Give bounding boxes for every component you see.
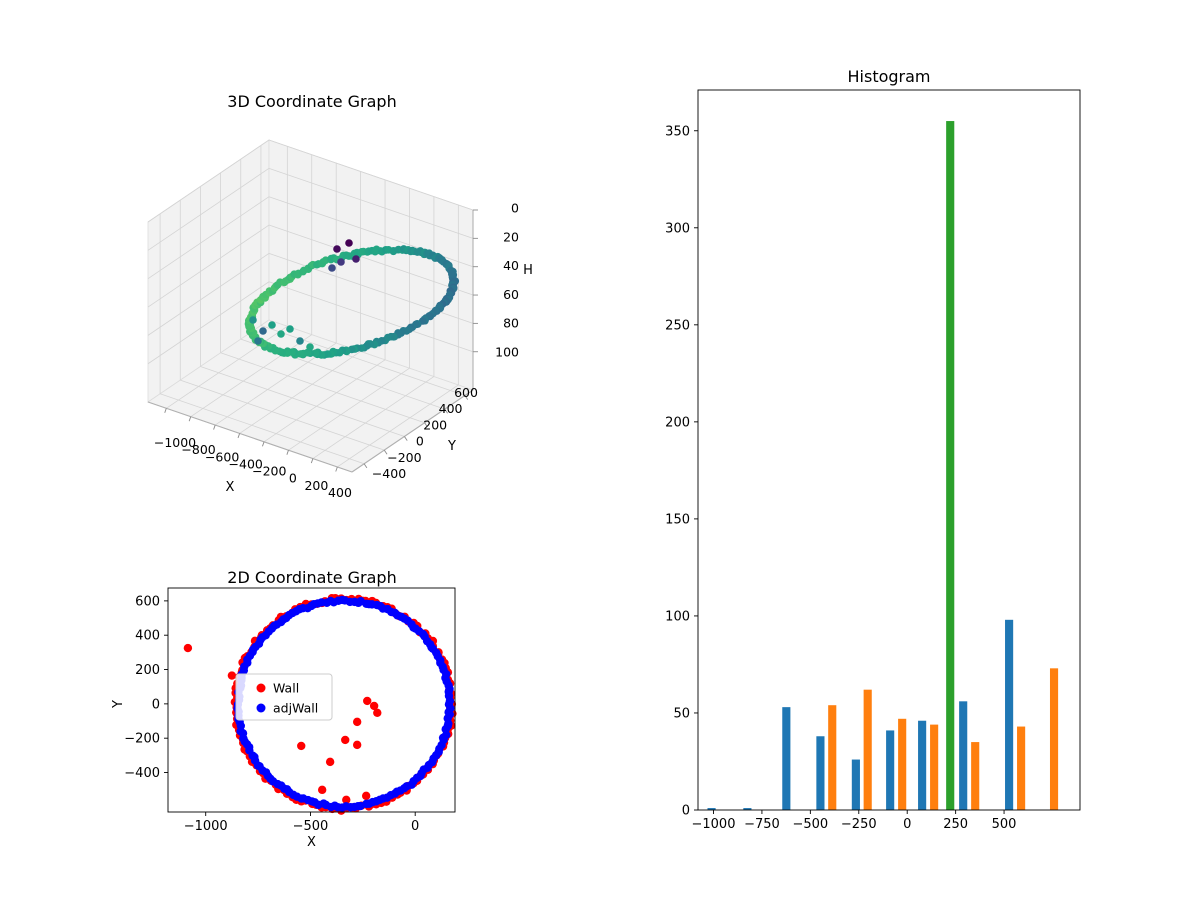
svg-text:400: 400 bbox=[328, 485, 352, 500]
svg-text:500: 500 bbox=[992, 817, 1017, 832]
svg-text:60: 60 bbox=[503, 287, 519, 302]
svg-text:80: 80 bbox=[503, 316, 519, 331]
svg-text:250: 250 bbox=[665, 318, 690, 333]
legend: Wall adjWall bbox=[235, 673, 333, 721]
svg-text:0: 0 bbox=[289, 471, 297, 486]
svg-text:100: 100 bbox=[495, 345, 519, 360]
svg-text:−500: −500 bbox=[792, 817, 828, 832]
histogram-title: Histogram bbox=[847, 67, 931, 86]
svg-text:−200: −200 bbox=[387, 450, 421, 465]
svg-text:−500: −500 bbox=[293, 819, 329, 834]
svg-text:−400: −400 bbox=[372, 466, 406, 481]
series-adjWall bbox=[233, 595, 455, 812]
svg-text:600: 600 bbox=[454, 385, 478, 400]
svg-text:−1000: −1000 bbox=[184, 819, 228, 834]
svg-text:−200: −200 bbox=[252, 464, 286, 479]
svg-text:0: 0 bbox=[511, 201, 519, 216]
svg-text:−750: −750 bbox=[744, 817, 780, 832]
svg-text:200: 200 bbox=[135, 663, 160, 678]
svg-text:−800: −800 bbox=[181, 442, 215, 457]
svg-text:20: 20 bbox=[503, 229, 519, 244]
svg-text:200: 200 bbox=[423, 417, 447, 432]
svg-text:−1000: −1000 bbox=[154, 435, 196, 450]
svg-text:40: 40 bbox=[503, 258, 519, 273]
svg-text:−400: −400 bbox=[229, 456, 263, 471]
svg-text:H: H bbox=[523, 263, 533, 278]
svg-text:300: 300 bbox=[665, 221, 690, 236]
svg-text:adjWall: adjWall bbox=[273, 701, 318, 716]
svg-text:0: 0 bbox=[411, 819, 419, 834]
svg-text:−400: −400 bbox=[124, 766, 160, 781]
svg-text:50: 50 bbox=[673, 706, 690, 721]
svg-text:350: 350 bbox=[665, 124, 690, 139]
svg-text:200: 200 bbox=[665, 415, 690, 430]
svg-text:0: 0 bbox=[416, 434, 424, 449]
svg-text:−200: −200 bbox=[124, 732, 160, 747]
svg-text:400: 400 bbox=[135, 629, 160, 644]
plot3d-canvas: −1000−800−600−400−200 0 200 400−400−2000200… bbox=[147, 139, 533, 500]
plot3d-title: 3D Coordinate Graph bbox=[227, 92, 397, 111]
svg-text:−600: −600 bbox=[205, 449, 239, 464]
svg-text:100: 100 bbox=[665, 609, 690, 624]
svg-text:Wall: Wall bbox=[273, 681, 299, 696]
svg-text:Y: Y bbox=[111, 700, 126, 709]
plot2d-canvas: −1000 −500 0 600 400 200 0 −200 −400 X Y Wall adjWal… bbox=[111, 587, 457, 850]
svg-text:200: 200 bbox=[304, 478, 328, 493]
svg-text:0: 0 bbox=[903, 817, 911, 832]
svg-text:−1000: −1000 bbox=[692, 817, 736, 832]
svg-text:−250: −250 bbox=[841, 817, 877, 832]
svg-text:250: 250 bbox=[943, 817, 968, 832]
histogram-bars bbox=[707, 121, 1059, 811]
plot2d-title: 2D Coordinate Graph bbox=[227, 568, 397, 587]
scatter3d-points bbox=[244, 239, 460, 359]
svg-text:Y: Y bbox=[447, 439, 456, 454]
svg-text:0: 0 bbox=[682, 804, 690, 819]
svg-text:X: X bbox=[307, 835, 316, 850]
histogram-canvas: −1000 −750 −500 −250 0 250 500 0 50 100 150 200 250 3… bbox=[665, 89, 1081, 832]
svg-text:600: 600 bbox=[135, 594, 160, 609]
svg-text:X: X bbox=[226, 480, 235, 495]
svg-text:0: 0 bbox=[152, 697, 160, 712]
svg-text:150: 150 bbox=[665, 512, 690, 527]
svg-text:400: 400 bbox=[439, 401, 463, 416]
